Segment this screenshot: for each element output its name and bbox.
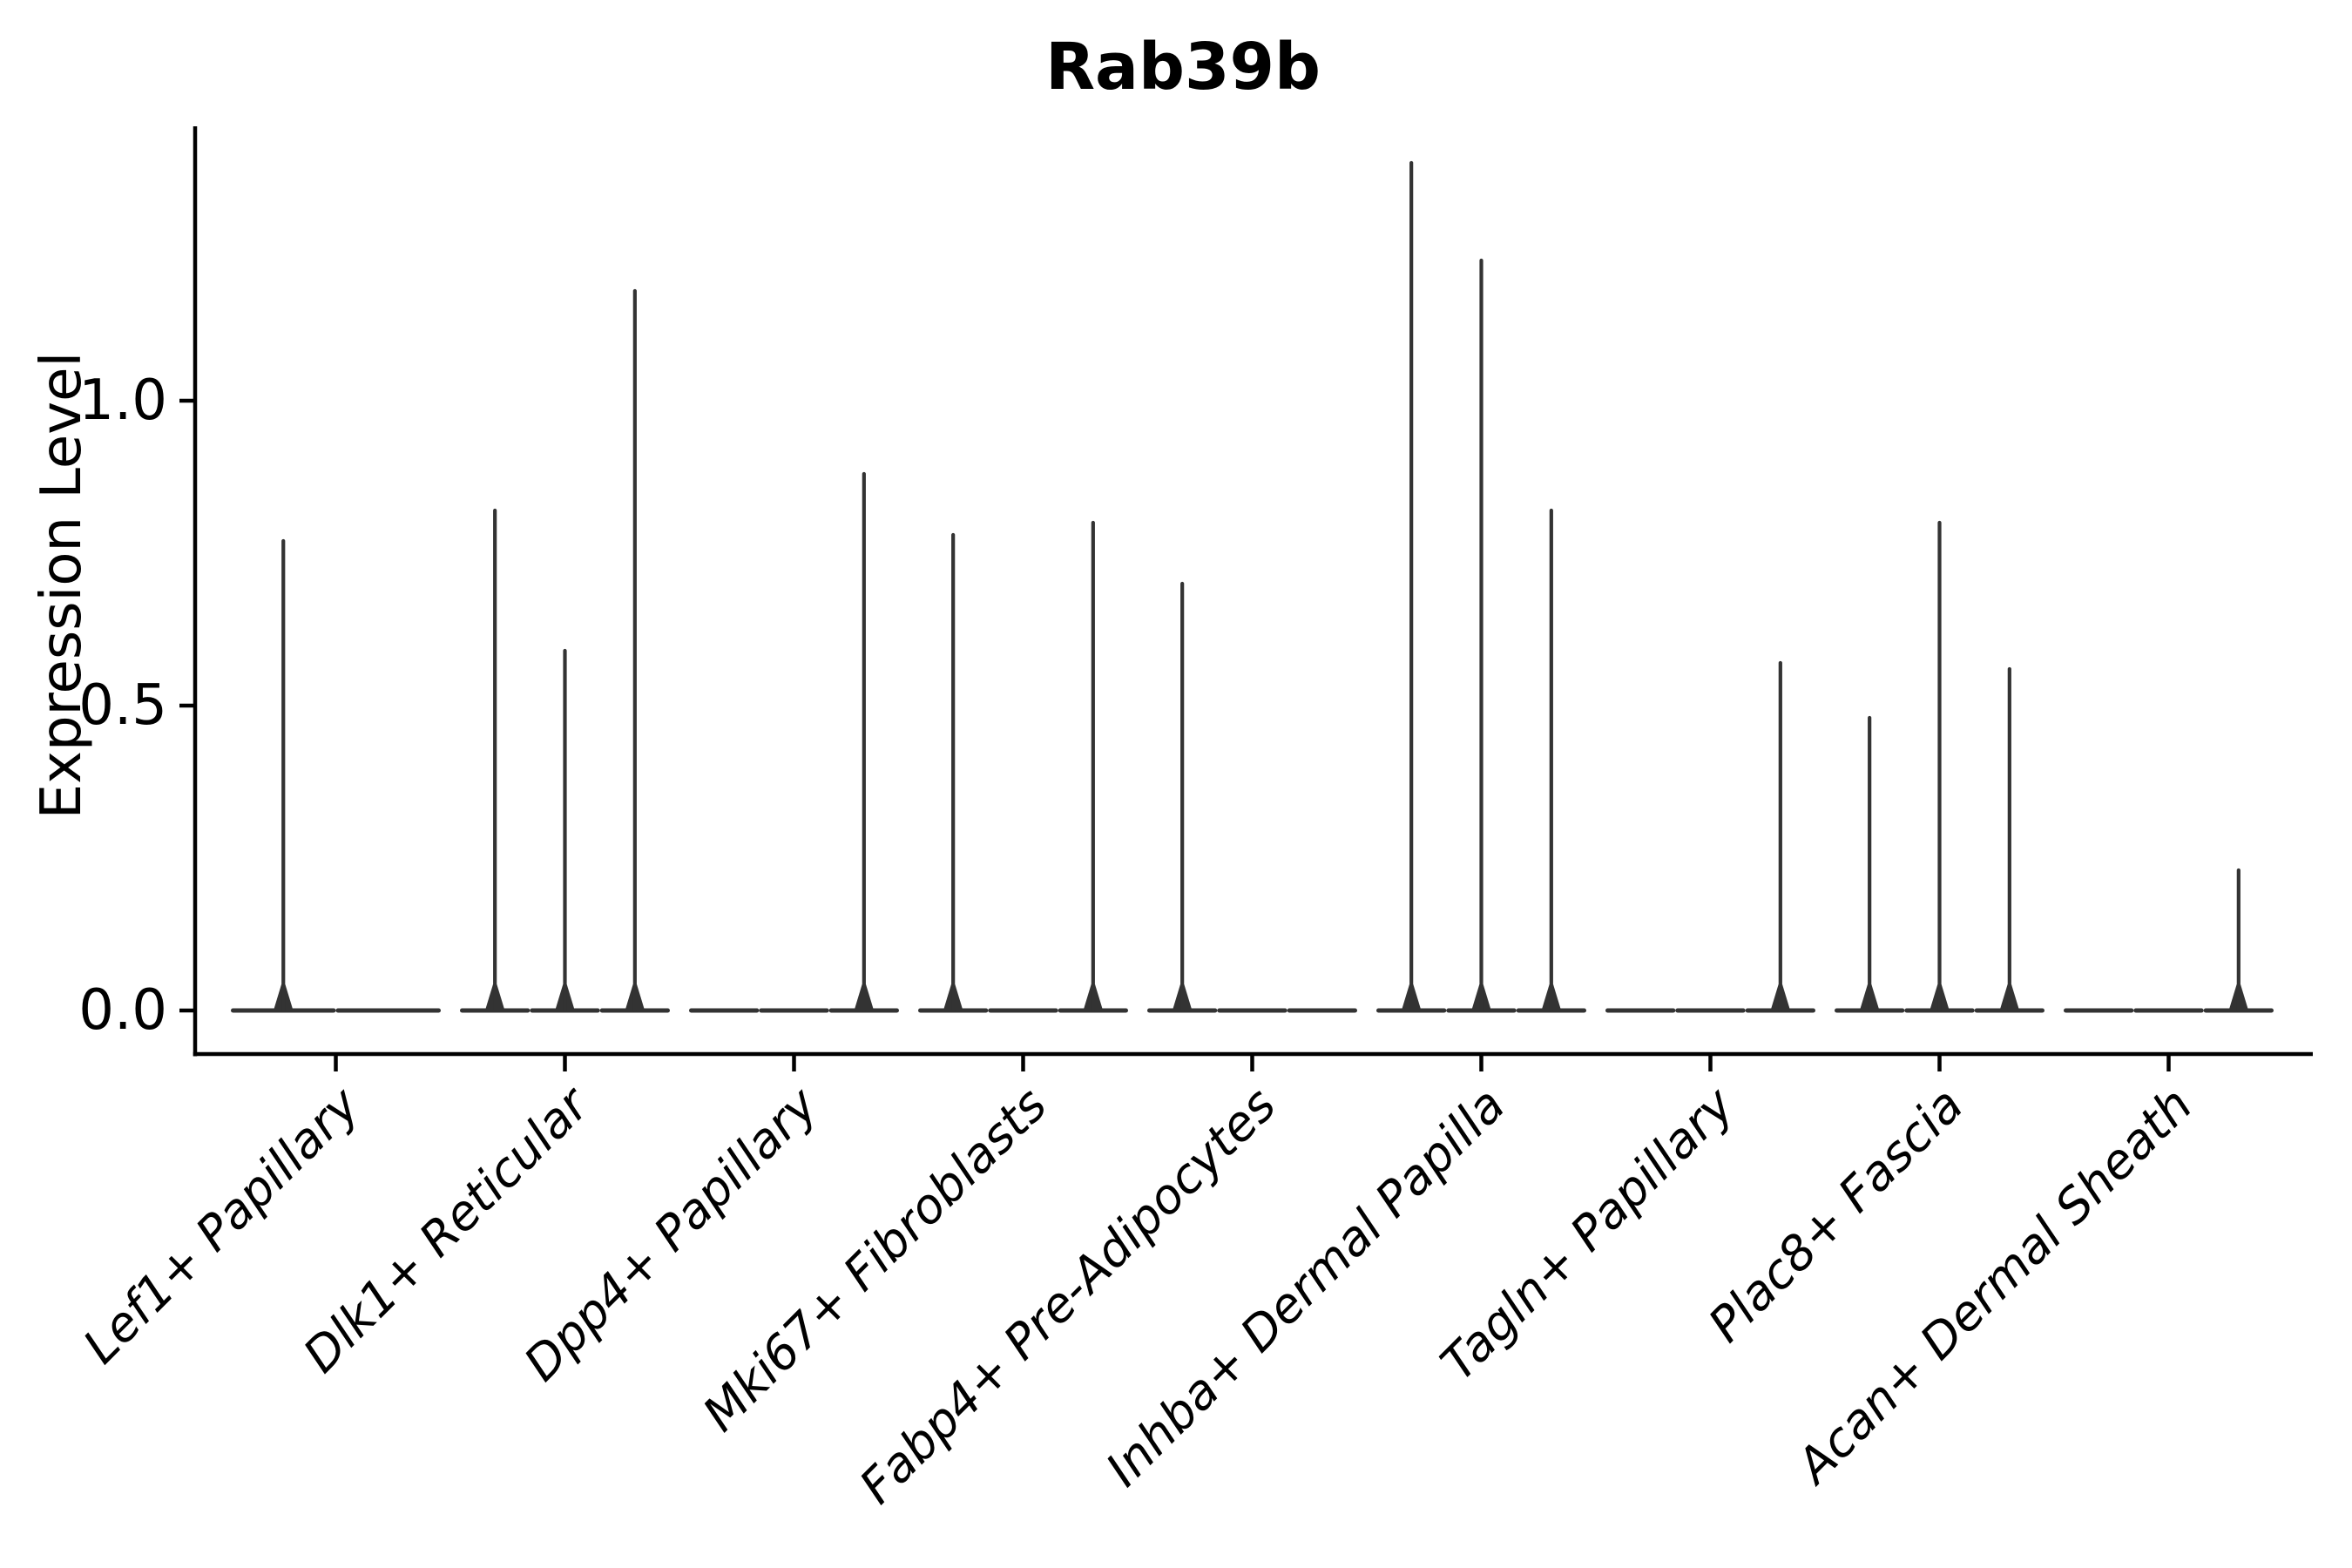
y-tick-label: 0.5 [78, 673, 167, 738]
violin-group [1147, 581, 1357, 1013]
y-axis-label: Expression Level [30, 352, 94, 820]
x-axis-ticks [334, 1056, 2171, 1071]
violin-group [2064, 868, 2274, 1013]
violin-group [1835, 520, 2044, 1013]
x-tick-label: Fabp4+ Pre-Adipocytes [848, 1077, 1286, 1514]
y-tick-label: 0.0 [78, 978, 167, 1043]
x-tick-label: Acan+ Dermal Sheath [1784, 1077, 2203, 1496]
violin-group [918, 520, 1128, 1013]
violin-group [460, 288, 670, 1013]
y-tick-label: 1.0 [78, 368, 167, 433]
violin-group [231, 538, 441, 1013]
violin-group [1376, 160, 1586, 1013]
violin-group [1605, 660, 1815, 1013]
chart-title: Rab39b [1045, 30, 1321, 105]
axes-spines [193, 126, 2313, 1057]
x-tick-label: Inhba+ Dermal Papilla [1095, 1077, 1515, 1497]
y-axis-ticks: 0.0 0.5 1.0 [78, 368, 193, 1043]
violin-group [689, 471, 899, 1013]
violins [231, 160, 2274, 1013]
